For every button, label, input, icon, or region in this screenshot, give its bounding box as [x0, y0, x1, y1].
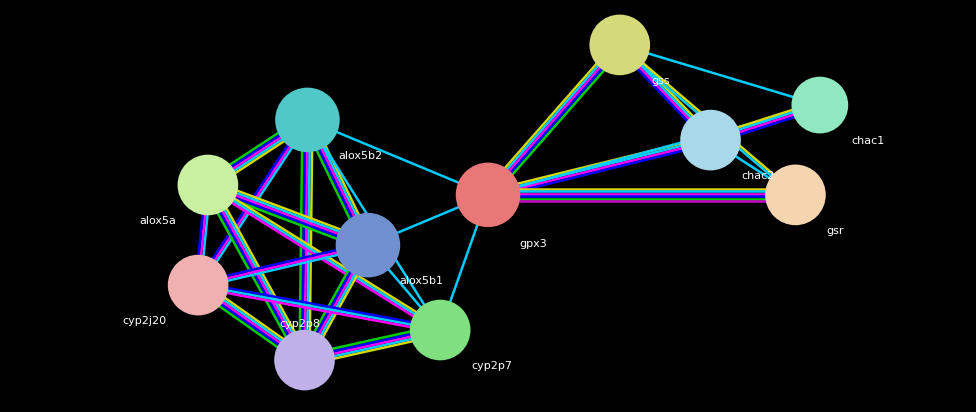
Ellipse shape — [169, 256, 227, 314]
Ellipse shape — [275, 331, 334, 389]
Text: chac2: chac2 — [742, 171, 775, 181]
Ellipse shape — [457, 164, 519, 226]
Text: alox5b2: alox5b2 — [339, 151, 383, 161]
Ellipse shape — [276, 89, 339, 151]
Text: gss: gss — [651, 76, 670, 86]
Text: alox5b1: alox5b1 — [399, 276, 443, 286]
Ellipse shape — [337, 214, 399, 276]
Text: alox5a: alox5a — [140, 216, 177, 226]
Text: gsr: gsr — [827, 226, 844, 236]
Ellipse shape — [766, 166, 825, 224]
Ellipse shape — [411, 301, 469, 359]
Text: gpx3: gpx3 — [519, 239, 547, 249]
Ellipse shape — [590, 16, 649, 74]
Text: cyp2p8: cyp2p8 — [279, 319, 320, 329]
Ellipse shape — [179, 156, 237, 214]
Text: cyp2p7: cyp2p7 — [471, 361, 512, 371]
Ellipse shape — [681, 111, 740, 169]
Text: chac1: chac1 — [851, 136, 884, 146]
Ellipse shape — [793, 78, 847, 132]
Text: cyp2j20: cyp2j20 — [123, 316, 167, 326]
